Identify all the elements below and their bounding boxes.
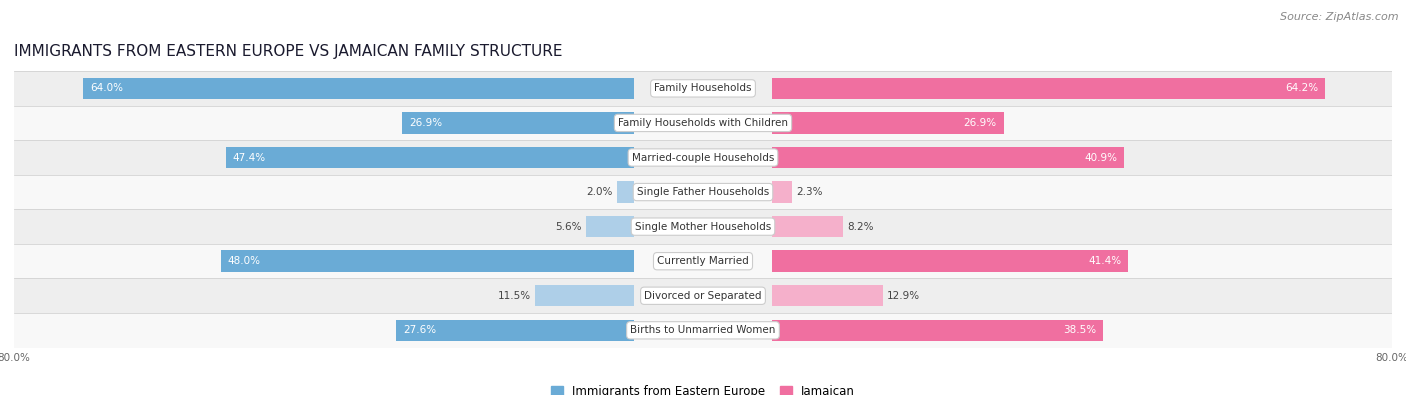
Bar	[772, 112, 1004, 134]
Bar	[221, 250, 634, 272]
Text: Married-couple Households: Married-couple Households	[631, 152, 775, 162]
Bar	[617, 181, 634, 203]
Text: 64.0%: 64.0%	[90, 83, 122, 93]
Bar	[772, 216, 842, 237]
Bar	[772, 181, 792, 203]
Bar	[14, 140, 1392, 175]
Text: 40.9%: 40.9%	[1084, 152, 1118, 162]
Text: 2.3%: 2.3%	[796, 187, 823, 197]
Text: Currently Married: Currently Married	[657, 256, 749, 266]
Legend: Immigrants from Eastern Europe, Jamaican: Immigrants from Eastern Europe, Jamaican	[547, 380, 859, 395]
Text: 2.0%: 2.0%	[586, 187, 613, 197]
Bar	[772, 285, 883, 307]
Text: Births to Unmarried Women: Births to Unmarried Women	[630, 325, 776, 335]
Bar	[772, 147, 1125, 168]
Text: Family Households with Children: Family Households with Children	[619, 118, 787, 128]
Bar	[14, 313, 1392, 348]
Text: Family Households: Family Households	[654, 83, 752, 93]
Text: IMMIGRANTS FROM EASTERN EUROPE VS JAMAICAN FAMILY STRUCTURE: IMMIGRANTS FROM EASTERN EUROPE VS JAMAIC…	[14, 44, 562, 59]
Bar	[83, 78, 634, 99]
Text: 47.4%: 47.4%	[233, 152, 266, 162]
Text: Single Father Households: Single Father Households	[637, 187, 769, 197]
Text: 26.9%: 26.9%	[409, 118, 443, 128]
Bar	[772, 78, 1324, 99]
Text: 41.4%: 41.4%	[1088, 256, 1122, 266]
Text: 27.6%: 27.6%	[404, 325, 436, 335]
Text: 64.2%: 64.2%	[1285, 83, 1317, 93]
Text: 26.9%: 26.9%	[963, 118, 997, 128]
Text: Source: ZipAtlas.com: Source: ZipAtlas.com	[1281, 12, 1399, 22]
Bar	[396, 320, 634, 341]
Text: 11.5%: 11.5%	[498, 291, 531, 301]
Bar	[14, 209, 1392, 244]
Text: Single Mother Households: Single Mother Households	[636, 222, 770, 231]
Bar	[536, 285, 634, 307]
Text: Divorced or Separated: Divorced or Separated	[644, 291, 762, 301]
Text: 38.5%: 38.5%	[1063, 325, 1097, 335]
Bar	[226, 147, 634, 168]
Bar	[14, 175, 1392, 209]
Bar	[14, 71, 1392, 106]
Text: 5.6%: 5.6%	[555, 222, 582, 231]
Bar	[586, 216, 634, 237]
Bar	[402, 112, 634, 134]
Bar	[772, 250, 1129, 272]
Bar	[772, 320, 1104, 341]
Text: 12.9%: 12.9%	[887, 291, 921, 301]
Bar	[14, 278, 1392, 313]
Text: 48.0%: 48.0%	[228, 256, 260, 266]
Bar	[14, 106, 1392, 140]
Text: 8.2%: 8.2%	[846, 222, 873, 231]
Bar	[14, 244, 1392, 278]
